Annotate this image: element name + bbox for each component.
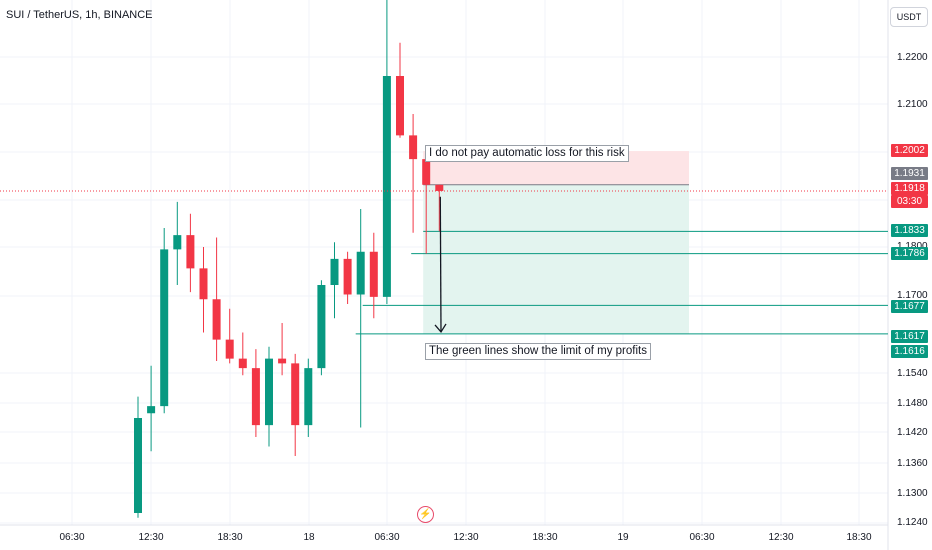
- candle: [160, 228, 169, 414]
- y-tick-label: 1.1300: [897, 488, 928, 499]
- price-levels: [355, 184, 888, 335]
- candle-body: [238, 358, 247, 369]
- candle-body: [343, 258, 352, 295]
- x-tick-label: 12:30: [453, 532, 479, 543]
- candle-body: [225, 339, 234, 359]
- candle-body: [134, 418, 142, 513]
- reward-zone[interactable]: [423, 184, 689, 334]
- symbol-label: SUI / TetherUS, 1h, BINANCE: [6, 9, 153, 21]
- y-tick-label: 1.1420: [897, 427, 928, 438]
- candle: [147, 365, 156, 452]
- candle: [369, 232, 378, 319]
- y-tick-label: 1.1480: [897, 398, 928, 409]
- candle: [225, 308, 234, 364]
- candle-body: [251, 368, 260, 426]
- x-tick-label: 06:30: [59, 532, 85, 543]
- x-tick-label: 19: [617, 532, 629, 543]
- candle: [356, 209, 365, 428]
- candle: [409, 114, 418, 233]
- candle: [304, 358, 313, 437]
- candle: [291, 353, 300, 456]
- candle: [278, 323, 287, 376]
- candle-body: [382, 76, 391, 297]
- candle-body: [396, 76, 404, 136]
- target-tag-3[interactable]: 1.1677: [891, 300, 928, 313]
- candle: [173, 201, 182, 285]
- y-tick-label: 1.1540: [897, 368, 928, 379]
- candle-body: [409, 135, 418, 160]
- y-tick-label: 1.1240: [897, 517, 928, 528]
- candle-body: [317, 285, 326, 369]
- target-tag-4[interactable]: 1.1617: [891, 330, 928, 343]
- candle-body: [369, 251, 378, 297]
- entry-tag[interactable]: 1.1931: [891, 167, 928, 180]
- risk-note[interactable]: I do not pay automatic loss for this ris…: [425, 145, 629, 162]
- lightning-icon[interactable]: ⚡: [417, 506, 434, 523]
- candle: [186, 213, 195, 293]
- x-tick-label: 06:30: [374, 532, 400, 543]
- x-tick-label: 06:30: [689, 532, 715, 543]
- currency-button[interactable]: USDT: [890, 7, 928, 27]
- candle-body: [186, 235, 195, 269]
- x-tick-label: 18:30: [846, 532, 872, 543]
- candle-body: [278, 358, 287, 364]
- candle-body: [422, 159, 431, 185]
- candle: [330, 242, 339, 319]
- y-tick-label: 1.1360: [897, 458, 928, 469]
- candle-body: [212, 299, 221, 340]
- candle: [382, 0, 391, 304]
- target-tag-5[interactable]: 1.1616: [891, 345, 928, 358]
- y-tick-label: 1.1700: [897, 290, 928, 301]
- candle: [396, 42, 404, 138]
- arrow-head: [434, 323, 447, 334]
- x-tick-label: 18:30: [217, 532, 243, 543]
- countdown-tag: 03:30: [891, 195, 928, 208]
- y-tick-label: 1.2200: [897, 52, 928, 63]
- stop-loss-tag[interactable]: 1.2002: [891, 144, 928, 157]
- candle: [251, 349, 260, 437]
- candle-body: [291, 363, 300, 426]
- candle-body: [173, 235, 182, 250]
- x-tick-label: 18: [303, 532, 315, 543]
- y-tick-label: 1.2100: [897, 99, 928, 110]
- candle: [435, 184, 444, 232]
- candle-body: [330, 258, 339, 285]
- candle: [199, 247, 208, 333]
- target-tag-1[interactable]: 1.1833: [891, 224, 928, 237]
- candle-body: [435, 184, 444, 191]
- candle-body: [160, 249, 169, 407]
- candle-body: [356, 251, 365, 295]
- profit-note[interactable]: The green lines show the limit of my pro…: [425, 343, 651, 360]
- candle: [343, 251, 352, 304]
- candle: [134, 396, 142, 518]
- candle: [265, 346, 273, 447]
- candle-body: [304, 368, 313, 426]
- x-tick-label: 12:30: [138, 532, 164, 543]
- candle-body: [199, 268, 208, 300]
- candle: [422, 156, 431, 254]
- x-tick-label: 18:30: [532, 532, 558, 543]
- candle: [212, 237, 221, 361]
- arrow: [439, 196, 442, 332]
- candle: [238, 332, 247, 376]
- candle-body: [265, 358, 273, 426]
- y-tick-label: 1.1800: [897, 241, 928, 252]
- candle: [317, 280, 326, 376]
- x-tick-label: 12:30: [768, 532, 794, 543]
- last-price-tag[interactable]: 1.1918: [891, 182, 928, 195]
- target-tag-2[interactable]: 1.1786: [891, 247, 928, 260]
- candles: [134, 0, 444, 518]
- candle-body: [147, 406, 156, 414]
